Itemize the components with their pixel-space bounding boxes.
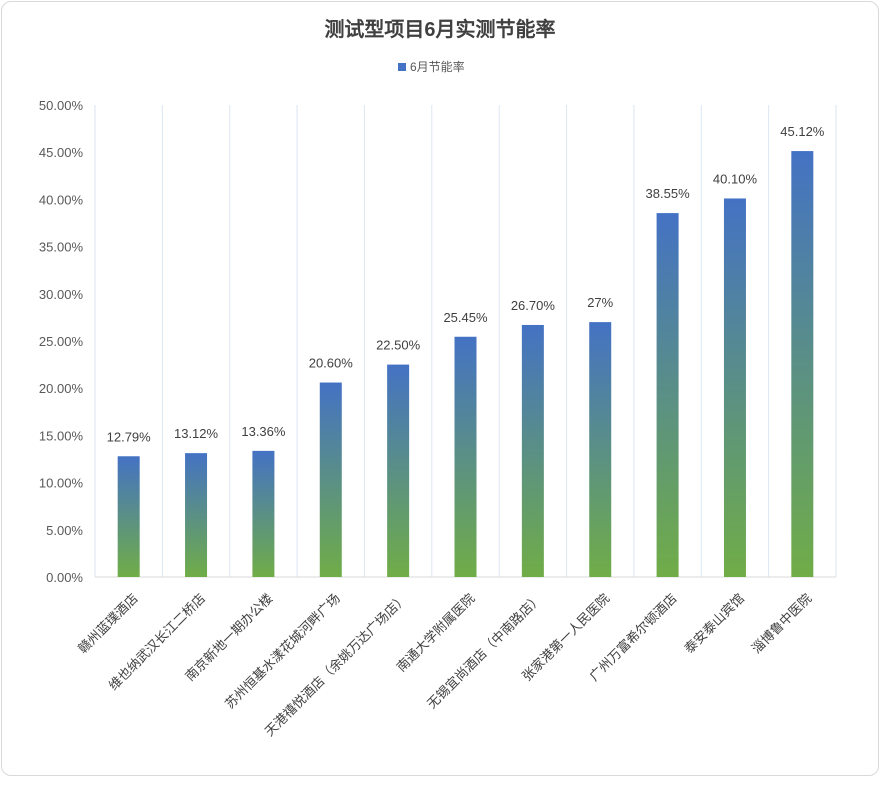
y-tick-label: 15.00% bbox=[39, 428, 84, 443]
x-tick-label: 苏州恒基水漾花城河畔广场 bbox=[222, 591, 343, 712]
bar bbox=[252, 450, 275, 577]
bar bbox=[319, 382, 342, 577]
data-label: 25.45% bbox=[443, 310, 488, 325]
data-label: 38.55% bbox=[646, 186, 691, 201]
bar bbox=[656, 213, 679, 577]
data-label: 12.79% bbox=[107, 429, 152, 444]
data-label: 13.36% bbox=[241, 424, 286, 439]
y-tick-label: 30.00% bbox=[39, 287, 84, 302]
bar bbox=[723, 198, 746, 577]
data-label: 22.50% bbox=[376, 338, 421, 353]
legend-label: 6月节能率 bbox=[410, 59, 465, 74]
y-tick-label: 0.00% bbox=[46, 570, 83, 585]
data-label: 13.12% bbox=[174, 426, 219, 441]
data-label: 27% bbox=[587, 295, 613, 310]
y-tick-label: 50.00% bbox=[39, 98, 84, 113]
data-label: 26.70% bbox=[511, 298, 556, 313]
y-tick-label: 20.00% bbox=[39, 381, 84, 396]
bar bbox=[387, 364, 410, 577]
bar bbox=[589, 322, 612, 577]
y-tick-label: 45.00% bbox=[39, 145, 84, 160]
bar bbox=[117, 456, 140, 577]
x-tick-label: 天港禧悦酒店（余姚万达广场店） bbox=[262, 591, 411, 740]
bar bbox=[454, 336, 477, 577]
x-tick-label: 泰安泰山宾馆 bbox=[681, 591, 747, 657]
x-tick-label: 淄博鲁中医院 bbox=[749, 591, 815, 657]
x-tick-label: 赣州蓝璞酒店 bbox=[75, 591, 141, 657]
y-tick-label: 35.00% bbox=[39, 240, 84, 255]
bar bbox=[185, 453, 208, 577]
y-tick-label: 25.00% bbox=[39, 334, 84, 349]
bar bbox=[521, 324, 544, 577]
legend-marker bbox=[398, 63, 406, 71]
y-tick-label: 40.00% bbox=[39, 192, 84, 207]
data-label: 40.10% bbox=[713, 171, 758, 186]
data-label: 45.12% bbox=[780, 124, 825, 139]
y-tick-label: 10.00% bbox=[39, 476, 84, 491]
data-label: 20.60% bbox=[309, 356, 354, 371]
y-tick-label: 5.00% bbox=[46, 523, 83, 538]
chart-title: 测试型项目6月实测节能率 bbox=[324, 17, 555, 41]
bar bbox=[791, 151, 814, 577]
x-tick-label: 无锡宜尚酒店（中南路店） bbox=[424, 591, 545, 712]
